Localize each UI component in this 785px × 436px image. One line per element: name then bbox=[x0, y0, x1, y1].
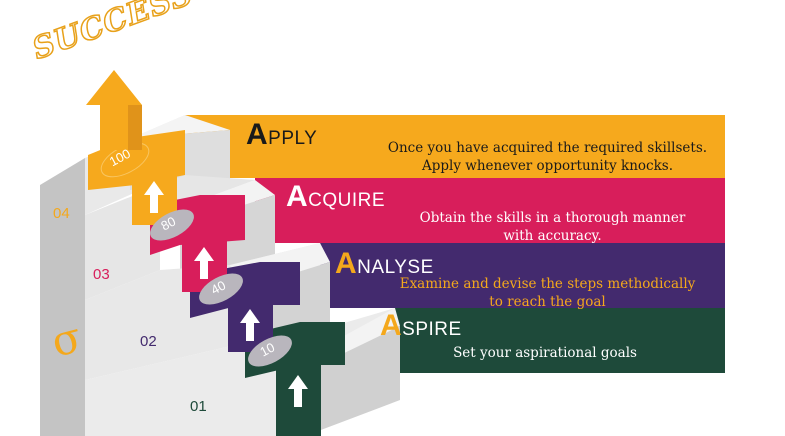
up-arrow-icons bbox=[144, 181, 308, 407]
up-arrow-icon bbox=[194, 247, 214, 279]
aspire-title-rest: SPIRE bbox=[402, 319, 462, 340]
up-arrow-icon bbox=[288, 375, 308, 407]
acquire-description-line: Obtain the skills in a thorough manner bbox=[419, 210, 686, 226]
apply-description-line: Apply whenever opportunity knocks. bbox=[422, 158, 673, 174]
acquire-title-rest: CQUIRE bbox=[308, 190, 386, 211]
apply-title-rest: PPLY bbox=[268, 128, 318, 149]
success-arrow-icon bbox=[86, 70, 142, 150]
step-number-04: 04 bbox=[53, 205, 70, 222]
acquire-description: Obtain the skills in a thorough manner w… bbox=[395, 209, 710, 245]
analyse-description-line: Examine and devise the steps methodicall… bbox=[399, 276, 696, 292]
aspire-description-line: Set your aspirational goals bbox=[453, 345, 637, 361]
aspire-description: Set your aspirational goals bbox=[430, 344, 660, 362]
score-badge-10 bbox=[248, 335, 292, 367]
up-arrow-icon bbox=[240, 309, 260, 341]
score-badge-80 bbox=[150, 209, 194, 241]
aspire-title-initial: A bbox=[380, 309, 403, 342]
analyse-description-line: to reach the goal bbox=[489, 294, 606, 310]
bar-apply bbox=[185, 115, 725, 178]
step-number-01: 01 bbox=[190, 398, 207, 415]
apply-description: Once you have acquired the required skil… bbox=[375, 139, 720, 175]
analyse-description: Examine and devise the steps methodicall… bbox=[380, 275, 715, 311]
aspire-title: ASPIRE bbox=[380, 311, 462, 341]
up-arrow-icon bbox=[144, 181, 164, 213]
analyse-title-rest: NALYSE bbox=[357, 257, 434, 278]
score-badges bbox=[100, 142, 292, 367]
apply-title: APPLY bbox=[246, 120, 318, 150]
analyse-title: ANALYSE bbox=[335, 249, 434, 279]
score-badge-40 bbox=[199, 273, 243, 305]
bar-acquire bbox=[255, 178, 725, 243]
analyse-title-initial: A bbox=[335, 247, 358, 280]
apply-title-initial: A bbox=[246, 118, 269, 151]
step-number-02: 02 bbox=[140, 333, 157, 350]
acquire-description-line: with accuracy. bbox=[503, 228, 602, 244]
step-number-03: 03 bbox=[93, 266, 110, 283]
bar-aspire bbox=[395, 308, 725, 373]
apply-description-line: Once you have acquired the required skil… bbox=[387, 140, 708, 156]
bar-analyse bbox=[320, 243, 725, 308]
acquire-title: ACQUIRE bbox=[286, 182, 386, 212]
acquire-title-initial: A bbox=[286, 180, 309, 213]
